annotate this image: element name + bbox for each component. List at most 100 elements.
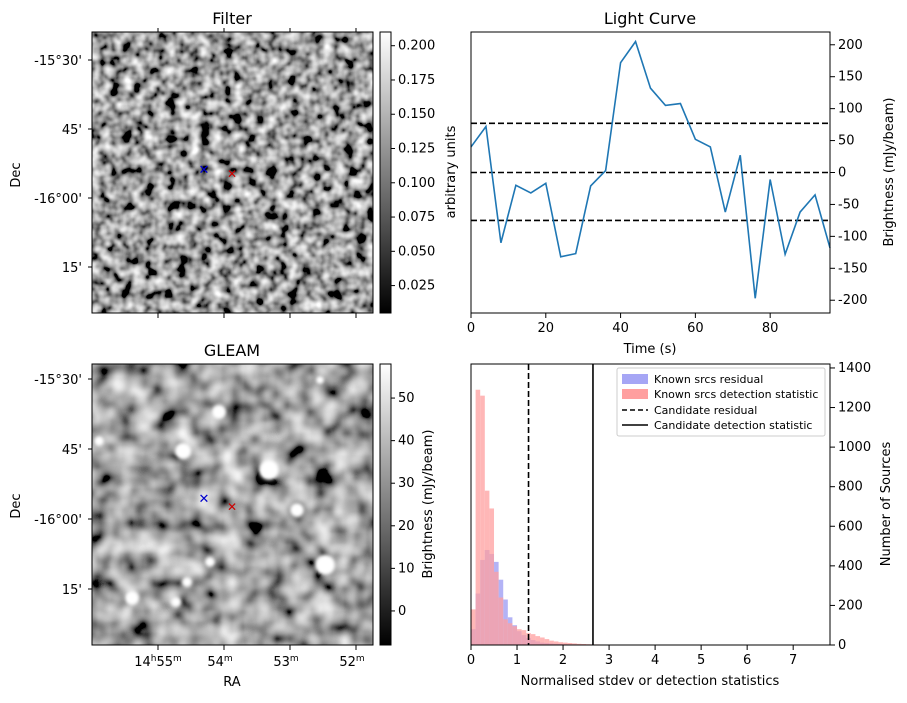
red-marker: ✕ xyxy=(227,167,237,181)
gleam-panel: GLEAM -15°30' 45' -16°00' 15' 14h55m 54m… xyxy=(9,341,436,690)
gleam-ylabel: Dec xyxy=(9,493,24,518)
gleam-colorbar-label: Brightness (mJy/beam) xyxy=(421,430,436,579)
histogram-legend: Known srcs residual Known srcs detection… xyxy=(617,368,825,436)
y-tick-label: 0 xyxy=(838,166,846,181)
light-curve-ylabel: Brightness (mJy/beam) xyxy=(882,98,897,247)
y-tick-label: 200 xyxy=(838,38,863,53)
colorbar-tick-label: 40 xyxy=(398,434,415,449)
detection-bar xyxy=(512,626,517,645)
colorbar-tick-label: 0.050 xyxy=(398,244,435,259)
ra-tick-label: 52m xyxy=(339,654,364,670)
dec-tick-label: -15°30' xyxy=(34,373,82,388)
detection-bar xyxy=(540,637,545,645)
y-tick-label: 50 xyxy=(838,134,855,149)
y-tick-label: -200 xyxy=(838,293,868,308)
y-tick-label: 800 xyxy=(838,480,863,495)
light-curve-series xyxy=(471,42,830,299)
y-tick-label: 400 xyxy=(838,559,863,574)
colorbar-tick-label: 0.175 xyxy=(398,73,435,88)
colorbar-tick-label: 0.125 xyxy=(398,142,435,157)
dec-tick-label: 45' xyxy=(62,443,82,458)
x-tick-label: 80 xyxy=(762,321,779,336)
x-tick-label: 3 xyxy=(605,653,613,668)
colorbar-tick-label: 0.075 xyxy=(398,210,435,225)
detection-bar xyxy=(517,629,522,645)
gleam-colorbar xyxy=(380,364,391,645)
legend-label: Known srcs detection statistic xyxy=(654,388,818,401)
x-tick-label: 0 xyxy=(467,653,475,668)
y-tick-label: 200 xyxy=(838,598,863,613)
colorbar-tick-label: 0.025 xyxy=(398,279,435,294)
filter-title: Filter xyxy=(212,9,252,28)
filter-dec-ticks: -15°30' 45' -16°00' 15' xyxy=(34,54,92,276)
detection-bar xyxy=(489,508,494,645)
gleam-title: GLEAM xyxy=(204,341,260,360)
colorbar-tick-label: 0 xyxy=(398,604,406,619)
ra-tick-label: 53m xyxy=(273,654,298,670)
legend-label: Candidate residual xyxy=(654,404,757,417)
colorbar-tick-label: 20 xyxy=(398,519,415,534)
detection-bar xyxy=(480,396,485,645)
y-tick-label: -100 xyxy=(838,229,868,244)
x-tick-label: 5 xyxy=(697,653,705,668)
x-tick-label: 6 xyxy=(743,653,751,668)
detection-bar xyxy=(545,639,550,645)
ra-tick-label: 54m xyxy=(207,654,232,670)
colorbar-tick-label: 10 xyxy=(398,561,415,576)
x-tick-label: 1 xyxy=(513,653,521,668)
x-tick-label: 2 xyxy=(559,653,567,668)
detection-bar xyxy=(485,491,490,645)
gleam-ra-ticks: 14h55m 54m 53m 52m xyxy=(134,645,364,670)
legend-label: Known srcs residual xyxy=(654,373,763,386)
detection-bar xyxy=(531,634,536,645)
detection-bar xyxy=(503,619,508,645)
filter-ylabel: Dec xyxy=(9,162,24,187)
dec-tick-label: 45' xyxy=(62,123,82,138)
blue-marker: ✕ xyxy=(199,492,210,507)
y-tick-label: 1000 xyxy=(838,440,871,455)
y-tick-label: 100 xyxy=(838,102,863,117)
dec-tick-label: -16°00' xyxy=(34,513,82,528)
detection-bar xyxy=(471,609,476,645)
blue-marker: ✕ xyxy=(199,163,210,178)
detection-bar xyxy=(549,641,554,645)
filter-colorbar xyxy=(380,32,391,313)
gleam-colorbar-ticks: 50 40 30 20 10 0 xyxy=(391,391,415,619)
filter-colorbar-label: arbitrary units xyxy=(444,125,459,218)
colorbar-tick-label: 50 xyxy=(398,391,415,406)
x-tick-label: 0 xyxy=(467,321,475,336)
dec-tick-label: 15' xyxy=(62,583,82,598)
legend-label: Candidate detection statistic xyxy=(654,419,812,432)
y-tick-label: -50 xyxy=(838,197,859,212)
detection-bar xyxy=(554,641,559,645)
y-tick-label: 150 xyxy=(838,70,863,85)
detection-bar xyxy=(494,572,499,645)
y-tick-label: 1200 xyxy=(838,401,871,416)
y-tick-label: 1400 xyxy=(838,361,871,376)
colorbar-tick-label: 0.150 xyxy=(398,107,435,122)
dec-tick-label: -16°00' xyxy=(34,192,82,207)
detection-bar xyxy=(535,636,540,645)
colorbar-tick-label: 0.100 xyxy=(398,176,435,191)
histogram-ylabel: Number of Sources xyxy=(879,442,894,567)
detection-bar xyxy=(476,390,481,645)
y-tick-label: -150 xyxy=(838,261,868,276)
x-tick-label: 20 xyxy=(538,321,555,336)
light-curve-title: Light Curve xyxy=(604,9,696,28)
colorbar-tick-label: 30 xyxy=(398,476,415,491)
dec-tick-label: -15°30' xyxy=(34,54,82,69)
detection-bar xyxy=(522,630,527,645)
y-tick-label: 600 xyxy=(838,519,863,534)
dec-tick-label: 15' xyxy=(62,261,82,276)
y-tick-label: 0 xyxy=(838,638,846,653)
x-tick-label: 60 xyxy=(687,321,704,336)
ra-tick-label: 14h55m xyxy=(134,654,182,670)
gleam-xlabel: RA xyxy=(223,675,241,690)
histogram-xlabel: Normalised stdev or detection statistics xyxy=(521,674,780,689)
legend-swatch-residual xyxy=(622,374,648,384)
